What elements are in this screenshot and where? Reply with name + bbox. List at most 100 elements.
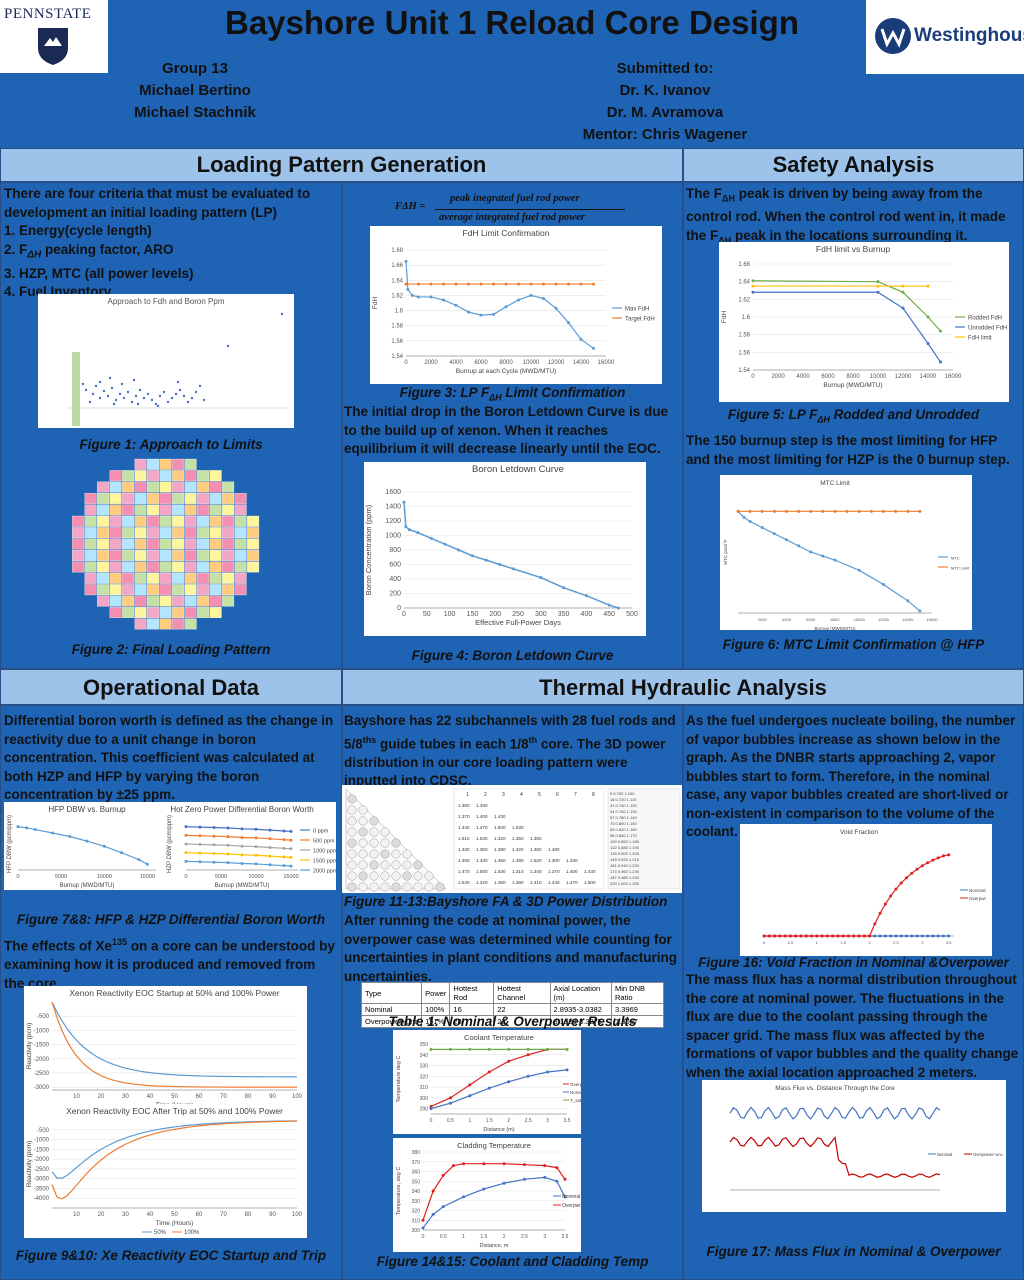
data-point (936, 856, 940, 860)
xe-startup-chart: Xenon Reactivity EOC Startup at 50% and … (26, 988, 303, 1109)
fa-power-map: 1 2 3 4 5 6 7 8 1.300 1.330 1.370 1.400 1.430 1.440 1.… (345, 788, 681, 892)
data-point (821, 554, 825, 558)
series-line-Max FdH (405, 261, 594, 349)
data-point (404, 525, 408, 529)
power-value: 1.500 (494, 825, 506, 830)
legend-label: Overpwr (562, 1203, 581, 1209)
assembly-cell (172, 584, 185, 596)
mtc-limit-chart: MTC Limit 2000 4000 6000 8000 10000 12000 14000… (723, 480, 970, 631)
data-point (526, 1047, 530, 1051)
data-point (417, 282, 420, 286)
data-point (905, 876, 908, 880)
figure-5-chart: FdH limit vs Burnup 1.54 1.56 1.58 1.6 1.62 1.… (719, 242, 1009, 402)
data-point (918, 609, 922, 613)
tick-label: 70 (220, 1094, 227, 1100)
data-point (941, 934, 945, 938)
tick-label: -2000 (34, 1157, 50, 1163)
legend-label: Nominal (562, 1194, 580, 1200)
tick-label: 200 (489, 611, 501, 618)
assembly-cell (147, 584, 160, 596)
legend-label: Target FdH (625, 317, 655, 323)
tick-label: 0.5 (788, 940, 794, 945)
tick-label: 1.5 (486, 1118, 493, 1124)
assembly-cell (122, 515, 135, 527)
boron-text: The initial drop in the Boron Letdown Cu… (344, 404, 669, 456)
tick-label: 1.64 (738, 280, 750, 286)
data-point (821, 509, 825, 513)
y-axis-label: Reactivity (pcm) (26, 1023, 33, 1070)
power-value: 1.530 (512, 825, 524, 830)
x-axis-label: Burnup at each Cycle (MWD/MTU) (456, 368, 556, 375)
assembly-cell (172, 470, 185, 482)
scatter-point (126, 390, 130, 394)
data-point (416, 531, 420, 535)
data-point (841, 934, 845, 938)
safety-t1c: peak in the locations surrounding it. (731, 227, 968, 243)
westinghouse-logo: Westinghouse (866, 0, 1024, 74)
chart-title: Void Fraction (840, 829, 878, 836)
power-value: 1.420 (512, 847, 524, 852)
criterion-1: 1. Energy(cycle length) (4, 223, 152, 238)
data-point (282, 829, 286, 833)
assembly-cell (97, 595, 110, 607)
scatter-point (178, 388, 182, 392)
author-2: Michael Stachnik (134, 104, 256, 121)
safety-t1a: The F (686, 186, 722, 201)
tick-label: 10 (73, 1212, 80, 1218)
hzp-dbw-chart: Hot Zero Power Differential Boron Worth 0… (167, 805, 338, 889)
assembly-cell (209, 515, 222, 527)
scatter-point (142, 396, 146, 400)
tick-label: 6000 (474, 360, 488, 366)
assembly-cell (97, 572, 110, 584)
assembly-cell (159, 470, 172, 482)
assembly-cell (97, 481, 110, 493)
assembly-cell (134, 527, 147, 539)
data-point (212, 852, 216, 856)
assembly-cell (147, 538, 160, 550)
data-point (511, 567, 515, 571)
data-point (184, 825, 188, 829)
legend-label: FdH limit (968, 336, 992, 342)
assembly-cell (84, 527, 97, 539)
grid-col-label: 7 (574, 792, 577, 798)
tick-label: 0 (397, 605, 401, 612)
table-header: Hottest Rod (449, 982, 495, 1004)
tick-label: 10000 (248, 874, 263, 880)
tick-label: 12000 (548, 360, 565, 366)
x-axis-label: Distance (m) (483, 1127, 514, 1133)
assembly-cell (134, 515, 147, 527)
assembly-cell (109, 481, 122, 493)
legend-label: 500 ppm (313, 839, 335, 845)
data-point (910, 871, 914, 875)
assembly-cell (234, 493, 247, 504)
assembly-cell (222, 527, 235, 539)
pennstate-shield-icon (38, 28, 68, 65)
equation-fraction-bar (435, 209, 625, 210)
power-list-row: 174 0.960 1.230 (610, 869, 640, 874)
tick-label: 300 (535, 611, 547, 618)
operational-text-1: Differential boron worth is defined as t… (4, 713, 334, 802)
data-point (240, 827, 244, 831)
power-value: 1.510 (458, 836, 470, 841)
assembly-cell (209, 584, 222, 596)
data-point (212, 860, 216, 864)
data-point (873, 922, 877, 926)
figure-10-chart: Xenon Reactivity EOC After Trip at 50% a… (24, 1104, 307, 1238)
series-line-50% (51, 1001, 298, 1078)
tick-label: 0 (751, 374, 755, 380)
tick-label: 10000 (97, 874, 112, 880)
assembly-cell (184, 618, 197, 630)
assembly-cell (234, 538, 247, 550)
data-point (915, 867, 919, 871)
tick-label: 10000 (523, 360, 540, 366)
scatter-point (122, 396, 126, 400)
fuel-rod (380, 871, 390, 881)
data-point (876, 290, 880, 294)
data-point (482, 1187, 486, 1191)
data-point (918, 509, 922, 513)
scatter-point (194, 390, 198, 394)
table-caption: Table 1: Nominal & Overpower Results (388, 1014, 637, 1029)
legend-label: 1000 ppm (313, 849, 336, 855)
data-point (833, 558, 837, 562)
y-axis-label: MTC pcm/°F (723, 539, 728, 565)
